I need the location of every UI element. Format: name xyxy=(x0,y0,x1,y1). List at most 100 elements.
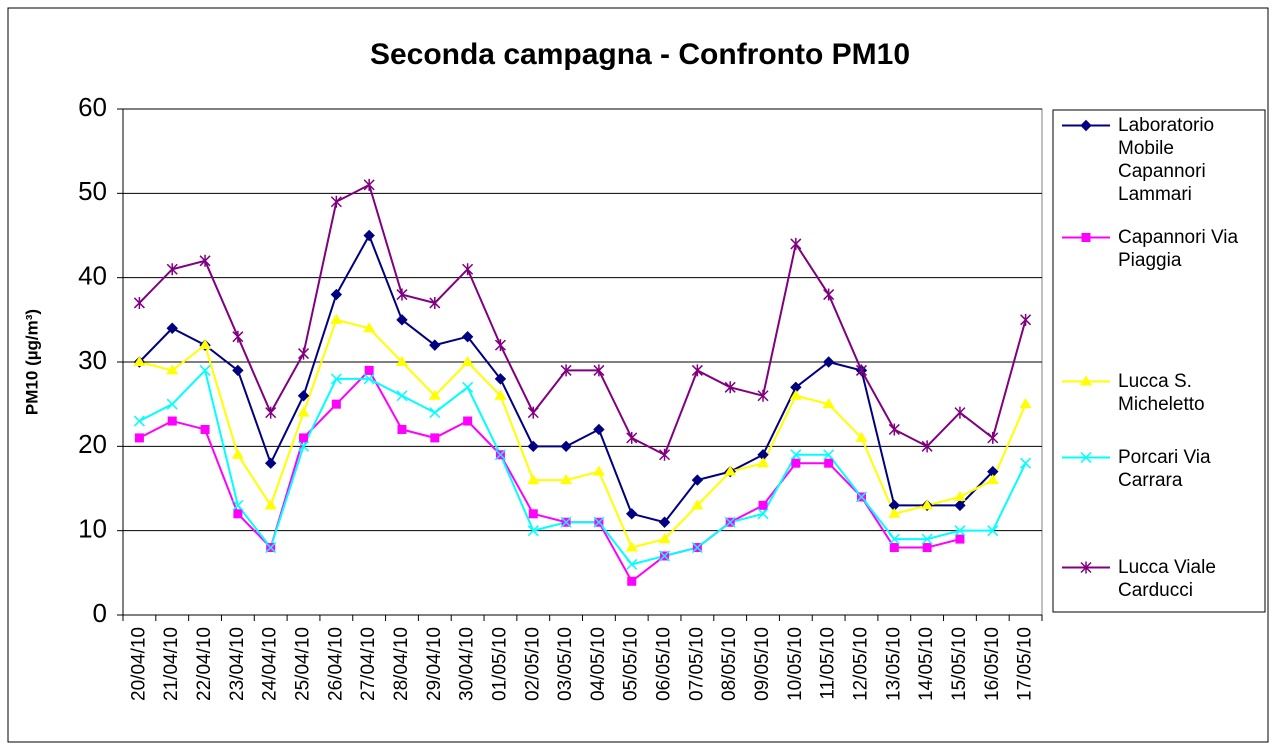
marker xyxy=(331,399,341,409)
marker xyxy=(462,263,474,276)
chart-title: Seconda campagna - Confronto PM10 xyxy=(370,38,910,71)
marker xyxy=(429,407,441,419)
marker xyxy=(626,558,638,570)
legend-label: Laboratorio Mobile Capannori Lammari xyxy=(1118,115,1215,205)
marker xyxy=(396,288,408,301)
x-tick-label: 26/04/10 xyxy=(325,627,346,701)
marker xyxy=(166,364,179,375)
marker xyxy=(330,373,342,385)
marker xyxy=(560,440,572,453)
x-tick-label: 02/05/10 xyxy=(522,627,543,701)
x-tick-label: 04/05/10 xyxy=(588,627,609,701)
y-tick-label: 30 xyxy=(78,345,107,375)
x-tick-label: 21/04/10 xyxy=(161,627,182,701)
marker xyxy=(395,356,408,366)
legend-label: Capannori Via Piaggia xyxy=(1118,227,1239,271)
marker xyxy=(1019,398,1032,409)
y-tick-label: 20 xyxy=(78,429,107,459)
marker xyxy=(494,389,507,400)
marker xyxy=(265,406,277,419)
x-tick-label: 30/04/10 xyxy=(457,627,478,701)
legend-swatch xyxy=(1062,119,1110,132)
marker xyxy=(822,356,835,368)
marker xyxy=(855,364,868,377)
series-line xyxy=(138,368,1027,566)
marker xyxy=(167,416,177,426)
legend-item: Lucca Viale Carducci xyxy=(1062,556,1262,602)
x-tick-label: 27/04/10 xyxy=(358,627,379,701)
y-axis-label: PM10 (µg/m³) xyxy=(22,309,41,415)
x-tick-label: 17/05/10 xyxy=(1015,627,1036,701)
marker xyxy=(889,543,899,553)
marker xyxy=(954,406,966,419)
y-tick-label: 0 xyxy=(93,598,107,628)
marker xyxy=(297,406,310,417)
marker xyxy=(1081,233,1091,242)
marker xyxy=(330,195,342,208)
x-tick-label: 08/05/10 xyxy=(719,627,740,701)
marker xyxy=(560,364,572,377)
marker xyxy=(1080,119,1092,132)
marker xyxy=(789,389,802,400)
marker xyxy=(166,263,178,276)
marker xyxy=(463,416,473,426)
marker xyxy=(593,516,605,528)
x-tick-label: 24/04/10 xyxy=(260,627,281,701)
x-tick-label: 11/05/10 xyxy=(818,627,839,700)
marker xyxy=(461,356,474,366)
x-tick-label: 12/05/10 xyxy=(850,627,871,701)
x-tick-label: 29/04/10 xyxy=(424,627,445,701)
y-tick-label: 60 xyxy=(78,92,107,122)
marker xyxy=(527,474,540,485)
marker xyxy=(592,465,605,476)
marker xyxy=(921,533,933,545)
legend-item: Porcari Via Carrara xyxy=(1062,446,1262,492)
x-tick-label: 14/05/10 xyxy=(916,627,937,701)
legend-swatch xyxy=(1062,233,1110,242)
marker xyxy=(264,499,277,510)
marker xyxy=(987,525,999,537)
marker xyxy=(396,390,408,402)
x-tick-label: 05/05/10 xyxy=(621,627,642,701)
marker xyxy=(691,542,703,554)
marker xyxy=(528,509,538,519)
marker xyxy=(822,398,835,409)
marker xyxy=(691,364,703,377)
y-tick-label: 40 xyxy=(78,261,107,291)
marker xyxy=(921,499,934,510)
marker xyxy=(232,499,244,511)
x-tick-label: 01/05/10 xyxy=(489,627,510,701)
legend-item: Capannori Via Piaggia xyxy=(1062,226,1262,272)
marker xyxy=(922,543,932,553)
marker xyxy=(560,516,572,528)
marker xyxy=(888,533,900,545)
x-tick-label: 07/05/10 xyxy=(686,627,707,701)
x-tick-label: 10/05/10 xyxy=(785,627,806,701)
marker xyxy=(330,313,343,324)
marker xyxy=(691,499,704,510)
marker xyxy=(264,457,277,469)
marker xyxy=(134,433,144,443)
marker xyxy=(429,296,441,309)
marker xyxy=(200,424,210,434)
marker xyxy=(133,296,145,309)
x-tick-label: 03/05/10 xyxy=(555,627,576,701)
marker xyxy=(461,330,474,343)
y-tick-label: 10 xyxy=(78,514,107,544)
marker xyxy=(527,406,539,419)
marker xyxy=(824,458,834,468)
series-line xyxy=(139,318,1027,549)
marker xyxy=(626,508,638,520)
marker xyxy=(757,508,769,520)
marker xyxy=(1080,375,1092,386)
marker xyxy=(888,507,901,518)
marker xyxy=(330,288,343,301)
marker xyxy=(133,415,145,427)
marker xyxy=(133,356,146,366)
marker xyxy=(921,440,933,453)
series-line xyxy=(138,183,1027,457)
legend-label: Lucca Viale Carducci xyxy=(1118,557,1216,601)
marker xyxy=(659,550,671,562)
marker xyxy=(297,347,310,360)
